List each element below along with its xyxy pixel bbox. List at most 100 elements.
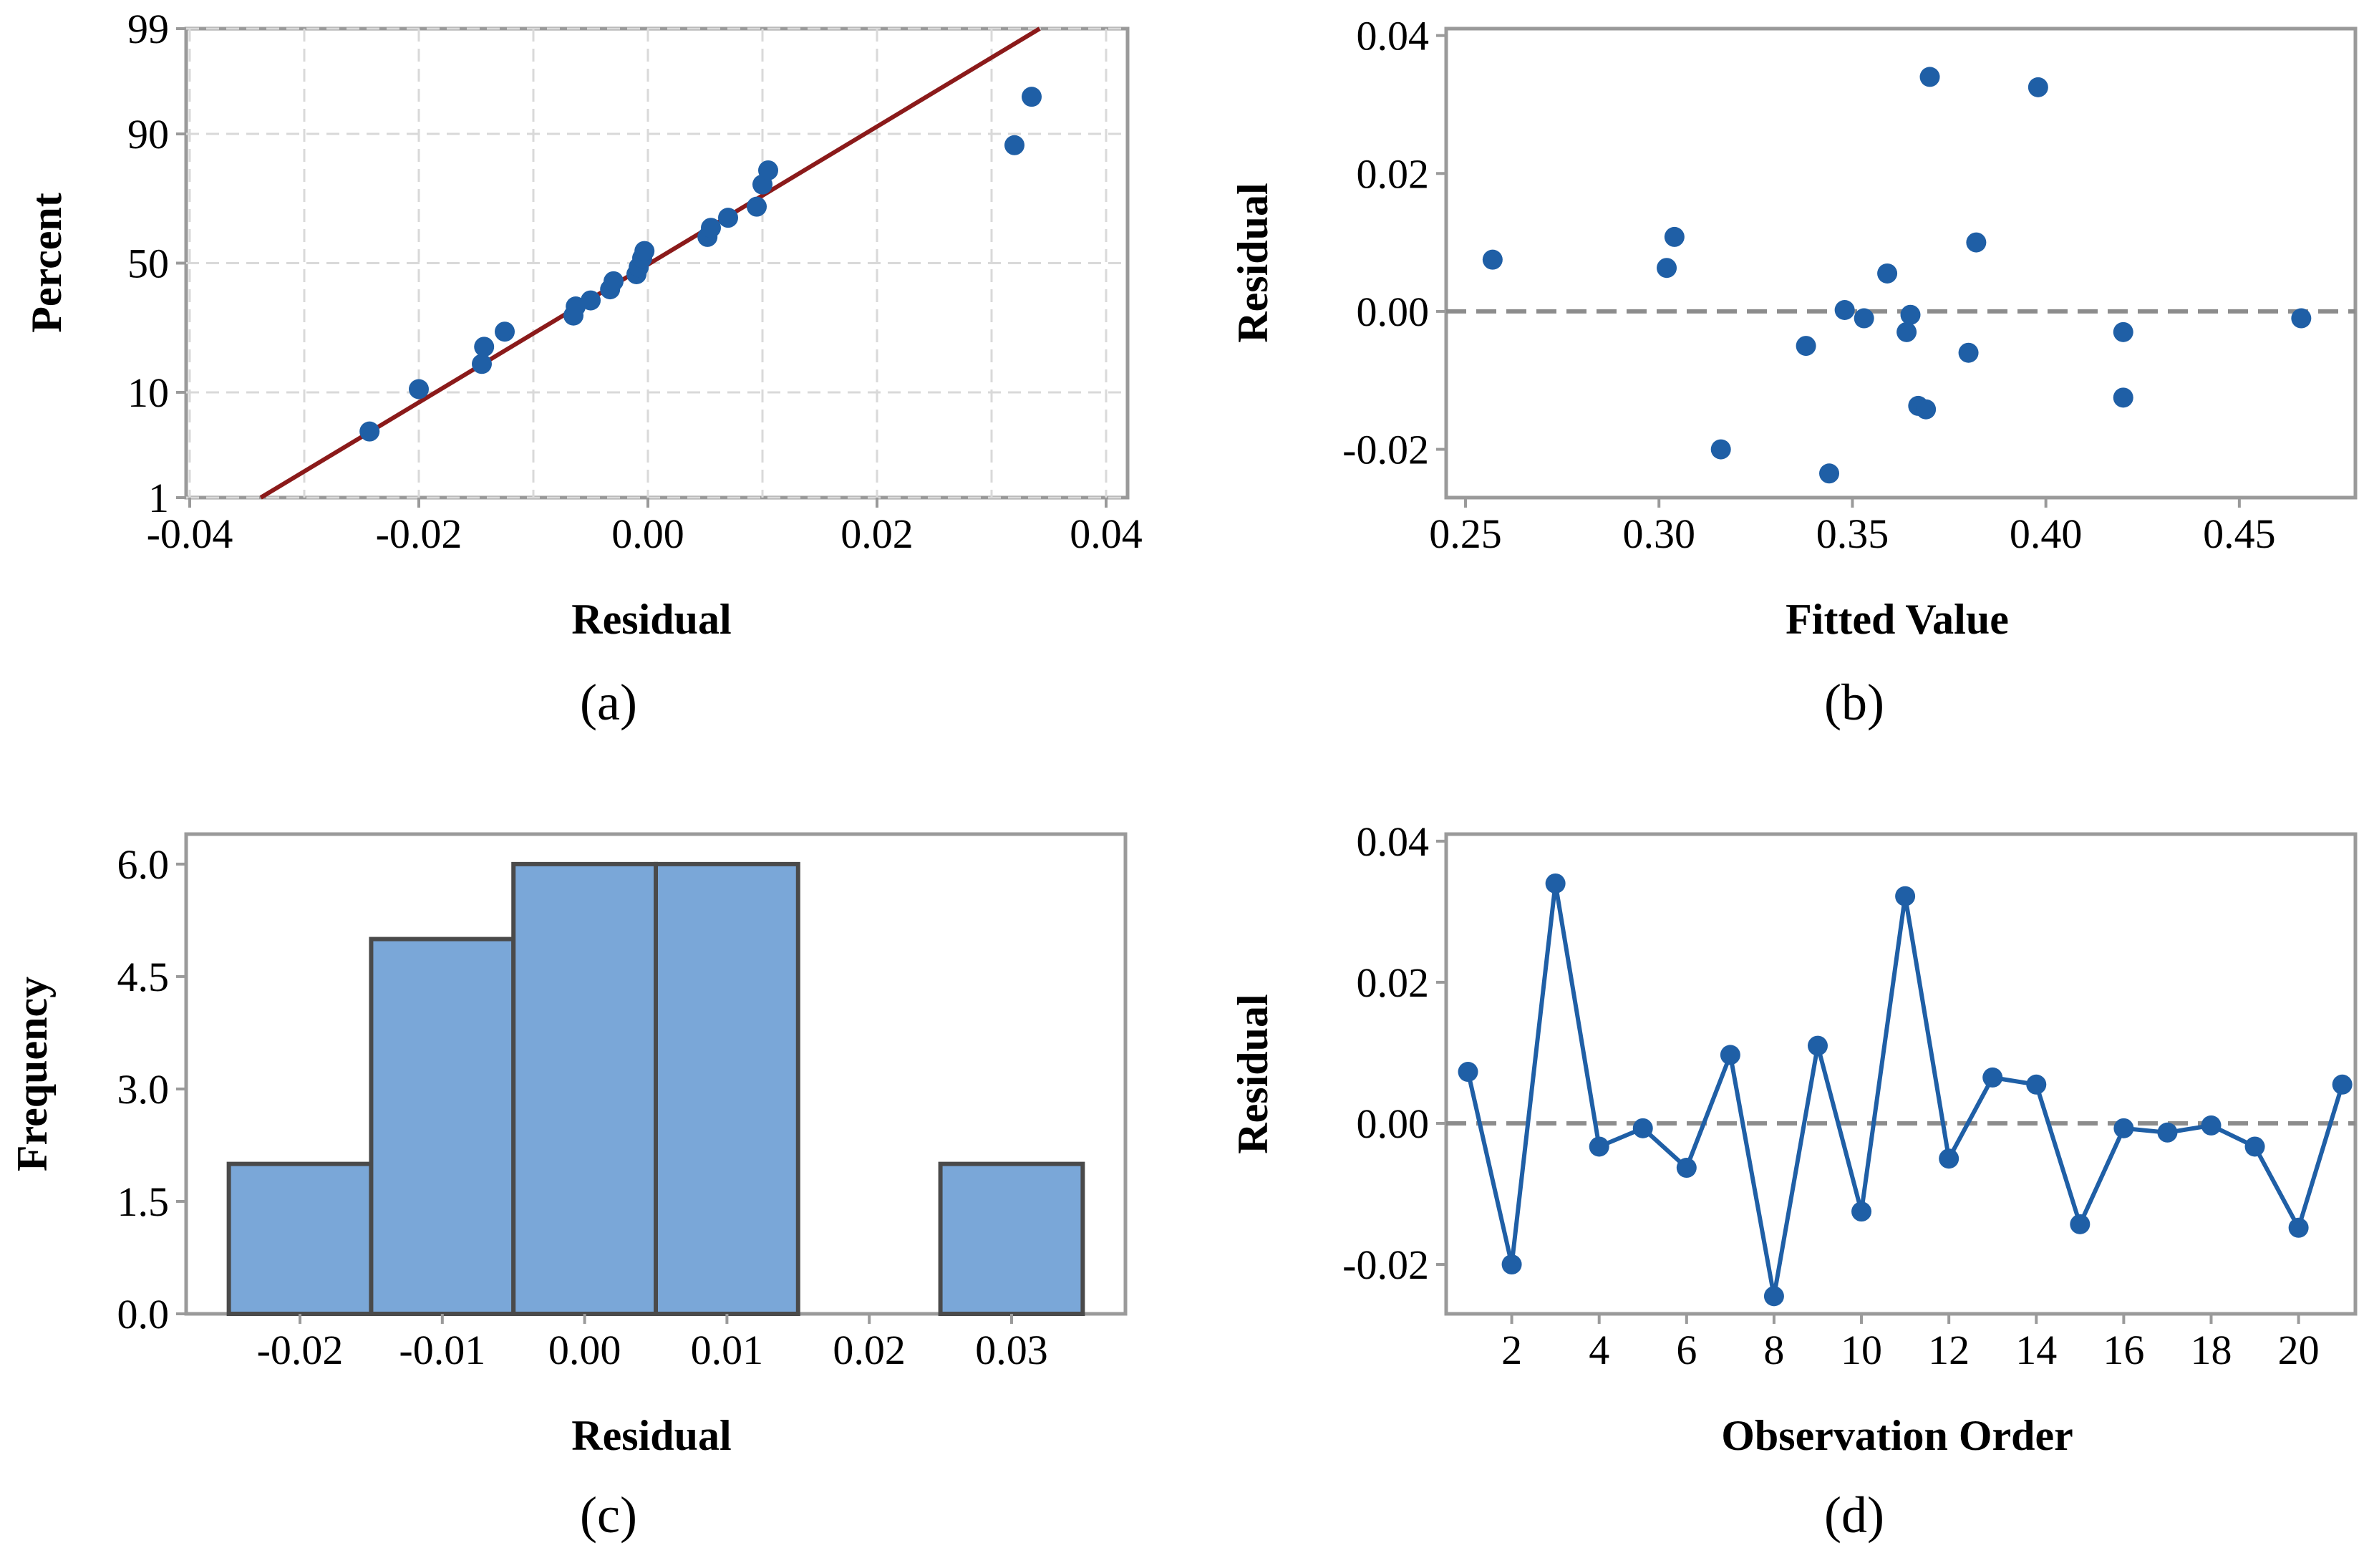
data-point — [2113, 321, 2133, 342]
x-tick-label: 20 — [2278, 1327, 2320, 1373]
panel-label: (a) — [580, 674, 637, 731]
residual-histogram: -0.02 -0.01 0.00 0.01 0.02 0.03 0.0 1.5 3.0 4.5 6.… — [9, 832, 1128, 1544]
x-tick-label: 0.00 — [548, 1327, 621, 1373]
data-point — [747, 196, 767, 217]
x-tick-label: 6 — [1676, 1327, 1697, 1373]
histogram-bar — [654, 861, 800, 1316]
data-point — [1958, 342, 1979, 363]
normal-probability-plot: -0.04 -0.02 0.00 0.02 0.04 99 90 50 10 1 Residual P… — [23, 6, 1143, 731]
histogram-bar — [226, 1161, 374, 1316]
y-tick-label: 99 — [127, 6, 169, 52]
data-point — [2244, 1136, 2265, 1157]
data-point — [581, 290, 601, 311]
x-tick-label: 8 — [1763, 1327, 1784, 1373]
data-point — [1632, 1118, 1653, 1138]
x-axis-title: Residual — [571, 1412, 731, 1459]
data-point — [1939, 1148, 1959, 1169]
data-point — [2291, 308, 2312, 329]
y-tick-label: -0.02 — [1342, 427, 1429, 473]
x-tick-label: 18 — [2191, 1327, 2232, 1373]
data-point — [1807, 1035, 1828, 1056]
data-point — [2113, 1118, 2134, 1138]
data-point — [1720, 1045, 1740, 1065]
y-tick-label: -0.02 — [1342, 1242, 1429, 1288]
data-point — [2026, 1074, 2047, 1095]
residual-vs-fitted-plot: 0.25 0.30 0.35 0.40 0.45 -0.02 0.00 0.02 0.04 Fit… — [1229, 13, 2358, 731]
data-point — [1895, 886, 1916, 906]
data-point — [1022, 87, 1042, 107]
panel-label: (c) — [580, 1486, 637, 1544]
data-point — [495, 321, 515, 342]
data-point — [701, 218, 721, 238]
x-tick-label: 0.04 — [1070, 510, 1143, 557]
x-tick-label: 0.45 — [2203, 510, 2276, 557]
data-point — [2113, 387, 2133, 408]
panel-label: (d) — [1824, 1486, 1884, 1544]
data-point — [472, 354, 492, 374]
x-tick-label: 0.25 — [1429, 510, 1502, 557]
x-tick-label: 0.01 — [691, 1327, 764, 1373]
histogram-bar — [369, 937, 516, 1316]
y-tick-label: 0.02 — [1357, 959, 1430, 1006]
x-tick-label: -0.02 — [257, 1327, 344, 1373]
y-tick-label: 0.02 — [1357, 150, 1430, 197]
data-point — [1664, 226, 1685, 247]
y-tick-label: 3.0 — [117, 1066, 170, 1113]
series-line — [1466, 881, 2345, 1299]
data-point — [2201, 1115, 2222, 1136]
data-point — [1004, 135, 1024, 155]
data-point — [2157, 1122, 2178, 1143]
data-point — [2070, 1214, 2091, 1234]
data-point — [474, 337, 495, 357]
x-tick-label: 0.00 — [611, 510, 684, 557]
data-point — [758, 160, 778, 180]
y-tick-label: 1.5 — [117, 1179, 170, 1225]
x-tick-label: 16 — [2103, 1327, 2144, 1373]
data-point — [1710, 439, 1731, 460]
data-point — [409, 379, 429, 400]
data-point — [1458, 1062, 1478, 1083]
x-tick-label: -0.01 — [399, 1327, 485, 1373]
y-tick-label: 50 — [127, 241, 169, 287]
data-point — [1919, 67, 1940, 87]
x-tick-label: 0.02 — [840, 510, 914, 557]
data-point — [1877, 263, 1898, 284]
x-axis-title: Observation Order — [1721, 1412, 2073, 1459]
data-point — [1482, 249, 1503, 270]
y-tick-label: 90 — [127, 111, 169, 158]
x-tick-label: 0.30 — [1622, 510, 1695, 557]
data-point — [1854, 308, 1874, 329]
x-axis-title: Fitted Value — [1786, 596, 2009, 643]
y-tick-label: 0.0 — [117, 1291, 170, 1337]
data-point — [1501, 1254, 1522, 1275]
x-tick-label: 0.02 — [833, 1327, 906, 1373]
data-point — [1834, 300, 1855, 320]
data-point — [1900, 304, 1921, 325]
x-tick-label: 14 — [2015, 1327, 2057, 1373]
data-point — [2332, 1074, 2353, 1095]
histogram-bar — [938, 1161, 1085, 1316]
data-point — [1545, 873, 1566, 894]
x-tick-label: 4 — [1589, 1327, 1609, 1373]
y-tick-label: 0.00 — [1357, 1100, 1430, 1147]
data-point — [2028, 77, 2048, 97]
y-tick-label: 0.00 — [1357, 289, 1430, 335]
data-point — [1589, 1136, 1609, 1157]
data-point — [1819, 463, 1840, 484]
y-tick-label: 6.0 — [117, 841, 170, 888]
plot-frame — [1444, 832, 2358, 1316]
data-point — [1796, 336, 1816, 357]
x-tick-label: 2 — [1501, 1327, 1522, 1373]
x-tick-label: 0.03 — [975, 1327, 1048, 1373]
y-tick-label: 4.5 — [117, 954, 170, 1000]
data-point — [1657, 258, 1677, 279]
data-point — [1896, 321, 1917, 342]
x-tick-label: -0.02 — [376, 510, 462, 557]
y-axis-title: Residual — [1229, 994, 1276, 1153]
y-axis-title: Percent — [23, 193, 70, 332]
x-tick-label: 0.35 — [1816, 510, 1889, 557]
residual-vs-order-plot: 2 4 6 8 10 12 14 16 18 20 -0.02 0.00 0.02 0.04 Observa… — [1229, 818, 2358, 1544]
x-tick-label: 12 — [1928, 1327, 1970, 1373]
data-point — [1851, 1201, 1872, 1222]
